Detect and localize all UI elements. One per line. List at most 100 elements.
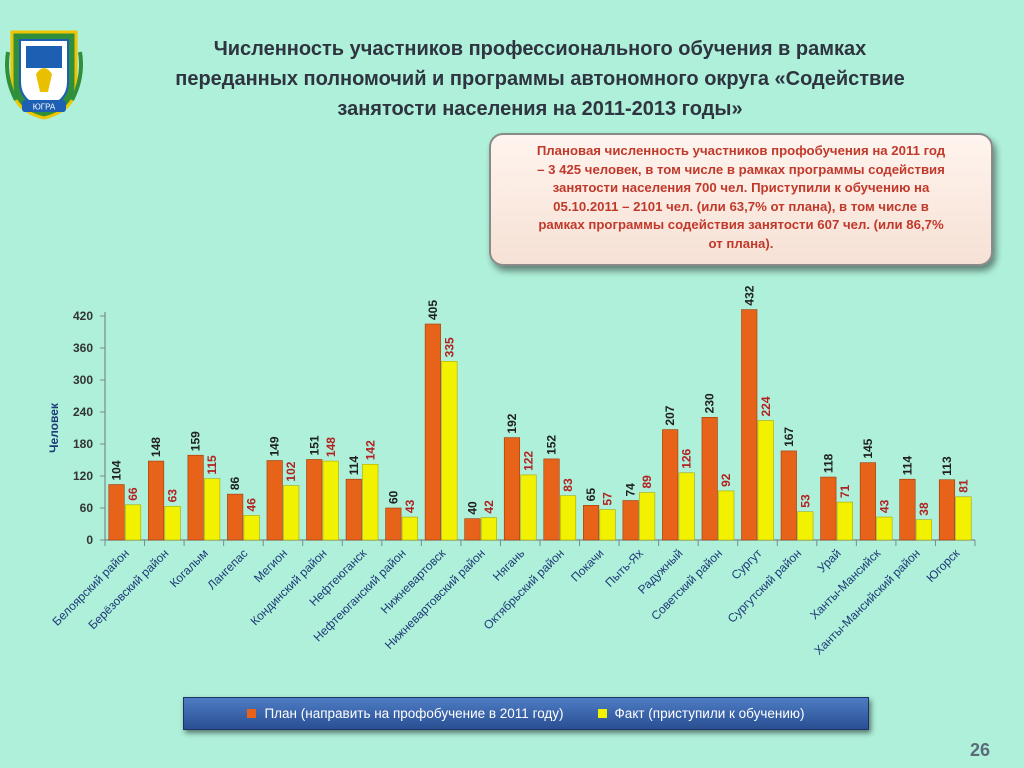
bar-plan bbox=[583, 505, 600, 541]
data-label-fact: 57 bbox=[601, 492, 615, 506]
category-label: Сургутский район bbox=[725, 546, 804, 625]
bar-fact bbox=[797, 511, 814, 541]
data-label-fact: 89 bbox=[640, 475, 654, 489]
data-label-plan: 113 bbox=[940, 456, 954, 476]
data-label-plan: 86 bbox=[228, 476, 242, 490]
data-label-plan: 114 bbox=[347, 456, 361, 476]
title-line: переданных полномочий и программы автоно… bbox=[175, 68, 905, 90]
bar-plan bbox=[464, 518, 481, 541]
bar-plan bbox=[701, 417, 718, 541]
y-tick-label: 300 bbox=[73, 373, 93, 387]
category-label: Когалым bbox=[167, 546, 211, 590]
data-label-fact: 148 bbox=[324, 437, 338, 457]
chart-legend: План (направить на профобучение в 2011 г… bbox=[183, 697, 869, 730]
category-label: Нягань bbox=[490, 546, 527, 583]
bar-plan bbox=[662, 429, 679, 541]
data-label-plan: 40 bbox=[465, 501, 479, 515]
data-label-fact: 335 bbox=[442, 337, 456, 357]
data-label-plan: 148 bbox=[149, 437, 163, 457]
bar-fact bbox=[836, 501, 853, 541]
bar-fact bbox=[322, 460, 339, 541]
note-line: от плана). bbox=[708, 235, 774, 251]
bar-fact bbox=[243, 515, 260, 541]
y-tick-label: 180 bbox=[73, 437, 93, 451]
data-label-plan: 149 bbox=[268, 436, 282, 456]
y-tick-label: 420 bbox=[73, 309, 93, 323]
note-line: – 3 425 человек, в том числе в рамках пр… bbox=[537, 161, 945, 177]
bar-fact bbox=[204, 478, 221, 541]
data-label-fact: 53 bbox=[798, 494, 812, 508]
category-label: Югорск bbox=[924, 546, 963, 585]
data-label-fact: 38 bbox=[917, 502, 931, 516]
bar-fact bbox=[639, 492, 656, 541]
legend-label-plan: План (направить на профобучение в 2011 г… bbox=[264, 706, 564, 721]
note-line: Плановая численность участников профобуч… bbox=[536, 143, 946, 158]
data-label-fact: 43 bbox=[403, 499, 417, 513]
bar-fact bbox=[283, 485, 300, 541]
bar-plan bbox=[938, 479, 956, 541]
data-label-fact: 43 bbox=[877, 499, 891, 513]
note-line: 05.10.2011 – 2101 чел. (или 63,7% от пла… bbox=[553, 198, 929, 214]
data-label-plan: 114 bbox=[900, 456, 914, 476]
page-number: 26 bbox=[969, 740, 990, 760]
bar-plan bbox=[266, 460, 283, 541]
category-label: Покачи bbox=[568, 546, 606, 584]
bar-fact bbox=[124, 504, 142, 541]
data-label-fact: 102 bbox=[284, 461, 298, 481]
data-label-plan: 167 bbox=[782, 427, 796, 447]
data-label-plan: 405 bbox=[426, 300, 440, 320]
data-label-plan: 104 bbox=[110, 460, 124, 480]
bar-plan bbox=[227, 493, 244, 541]
data-label-fact: 42 bbox=[482, 500, 496, 514]
data-label-plan: 159 bbox=[189, 431, 203, 451]
bar-plan bbox=[859, 462, 876, 541]
data-label-fact: 115 bbox=[205, 455, 219, 475]
bar-plan bbox=[424, 323, 441, 541]
coat-of-arms-emblem: ЮГРА bbox=[5, 30, 83, 120]
legend-label-fact: Факт (приступили к обучению) bbox=[614, 706, 805, 721]
data-label-fact: 81 bbox=[956, 479, 970, 493]
bar-fact bbox=[915, 519, 932, 541]
bar-plan bbox=[741, 309, 758, 541]
legend-swatch-fact bbox=[597, 709, 607, 718]
legend-swatch-plan bbox=[247, 709, 257, 718]
data-label-fact: 46 bbox=[245, 498, 259, 512]
bar-plan bbox=[345, 478, 362, 541]
bar-plan bbox=[385, 507, 402, 541]
data-label-fact: 126 bbox=[680, 448, 694, 468]
bar-fact bbox=[678, 472, 695, 541]
bar-fact bbox=[757, 420, 774, 541]
data-label-fact: 224 bbox=[759, 396, 773, 416]
legend-item-fact: Факт (приступили к обучению) bbox=[597, 706, 805, 721]
title-line: занятости населения на 2011-2013 годы» bbox=[337, 98, 743, 120]
bar-plan bbox=[820, 476, 837, 541]
y-tick-label: 120 bbox=[73, 469, 93, 483]
note-line: рамках программы содействия занятости 60… bbox=[538, 217, 944, 233]
category-label: Урай bbox=[815, 546, 844, 575]
bar-plan bbox=[148, 460, 165, 541]
category-label: Сургут bbox=[729, 546, 765, 582]
bar-fact bbox=[401, 516, 418, 541]
bar-plan bbox=[187, 454, 204, 541]
bar-fact bbox=[599, 509, 616, 541]
legend-item-plan: План (направить на профобучение в 2011 г… bbox=[247, 706, 564, 721]
bar-fact bbox=[362, 463, 379, 541]
bar-plan bbox=[780, 450, 797, 541]
category-label: Ханты-Мансийск bbox=[807, 546, 884, 623]
bar-plan bbox=[543, 458, 560, 541]
data-label-plan: 74 bbox=[624, 483, 638, 497]
bar-plan bbox=[503, 437, 521, 541]
title-line: Численность участников профессионального… bbox=[213, 38, 867, 60]
y-axis-title: Человек bbox=[47, 402, 61, 453]
data-label-plan: 118 bbox=[821, 453, 835, 473]
bar-fact bbox=[480, 517, 497, 541]
bar-fact bbox=[876, 516, 893, 541]
data-label-fact: 83 bbox=[561, 478, 575, 492]
data-label-fact: 66 bbox=[126, 487, 140, 501]
y-tick-label: 0 bbox=[86, 533, 93, 547]
data-label-plan: 151 bbox=[307, 435, 321, 455]
bar-plan bbox=[622, 500, 639, 541]
category-label: Лангепас bbox=[204, 546, 250, 592]
data-label-plan: 207 bbox=[663, 405, 677, 425]
